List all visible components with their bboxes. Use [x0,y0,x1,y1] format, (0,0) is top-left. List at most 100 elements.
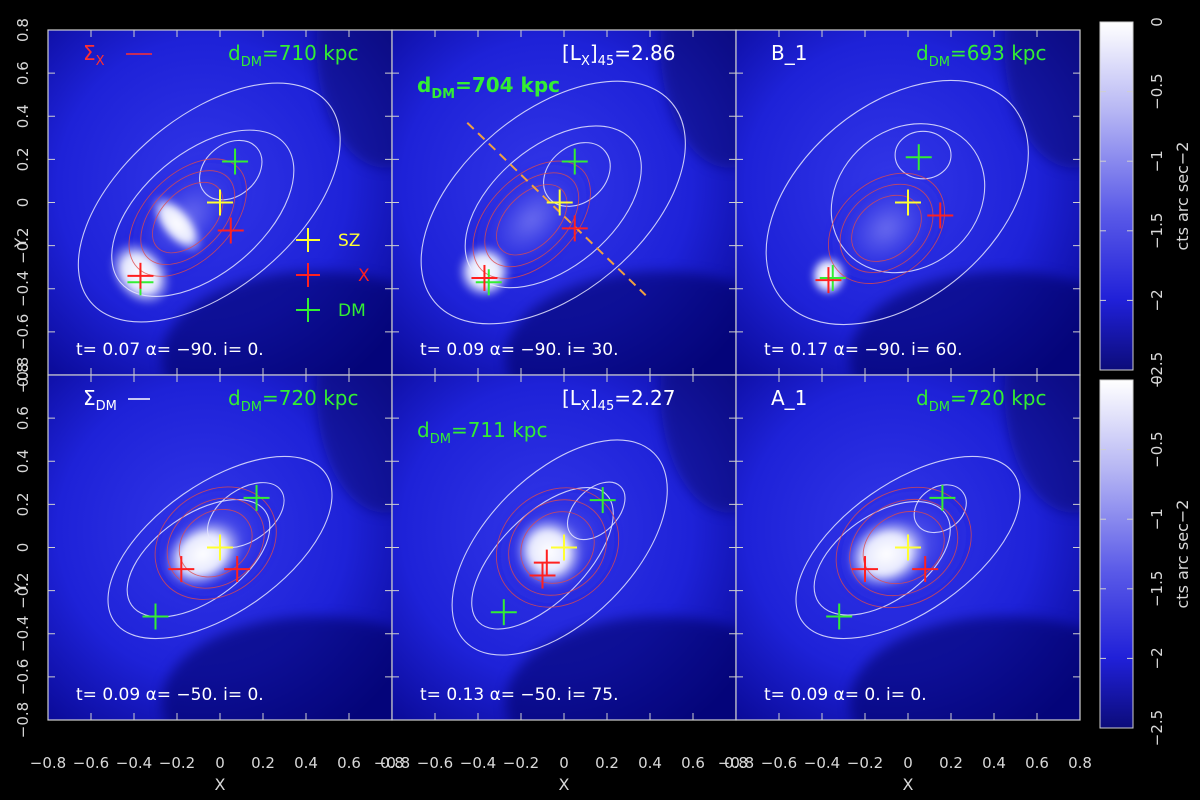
x-tick-label: 0.2 [939,754,963,772]
dm-contour [543,142,611,207]
dm-peak-marker [142,603,169,630]
dm-peak-marker [243,484,270,511]
x-tick-label: 0.6 [337,754,361,772]
dm-peak-marker [819,264,846,291]
x-tick-label: −0.8 [30,754,66,772]
x-tick-label: −0.8 [718,754,754,772]
colorbars: 0 −0.5 −1 −1.5 −2 −2.5 cts arc sec−2 0 −0.5 −1 −1.… [1099,17,1192,746]
dm-contour [830,123,986,274]
dm-contour [451,439,668,656]
x-peak-marker [815,267,842,294]
x-peak-marker [217,217,244,244]
panel-parameters: t= 0.17 α= −90. i= 60. [764,340,963,360]
dm-peak-marker [475,269,502,296]
dm-peak-marker [561,148,588,175]
x-axis-label: X [215,775,226,794]
y-tick-label: −0.6 [14,659,32,695]
x-contour [839,183,934,273]
y-tick-label: −0.2 [14,227,32,263]
y-tick-label: 0.6 [14,406,32,430]
dm-contour [111,129,295,297]
colorbar-tick-label: −2 [1148,647,1166,669]
x-peak-marker [224,556,251,583]
dm-contour [765,79,1029,326]
colorbar-1: 0 −0.5 −1 −1.5 −2 −2.5 cts arc sec−2 [1099,17,1192,388]
x-tick-label: −0.8 [374,754,410,772]
corner-label: [LX]45=2.86 [562,41,676,69]
x-contour [484,172,580,268]
colorbar-tick-label: −1 [1148,508,1166,530]
x-axis-label: X [903,775,914,794]
y-axis-label: Y [11,582,30,593]
colorbar-label: cts arc sec−2 [1173,142,1192,251]
y-tick-label: 0.8 [14,18,32,42]
y-tick-label: −0.6 [14,314,32,350]
dm-peak-marker [826,603,853,630]
y-tick-label: 0.2 [14,147,32,171]
y-tick-label: 0 [14,543,32,553]
colorbar-scale [1099,379,1134,729]
y-tick-label: 0.6 [14,61,32,85]
sz-peak-marker [207,534,233,561]
x-contour [849,498,959,597]
legend-label: DM [338,301,366,321]
x-tick-label: 0.8 [1068,754,1092,772]
colorbar-tick-label: −1.5 [1148,571,1166,607]
corner-label: B_1 [771,41,807,65]
colorbar-2: 0 −0.5 −1 −1.5 −2 −2.5 cts arc sec−2 [1099,375,1192,746]
panel-parameters: t= 0.07 α= −90. i= 0. [76,340,264,360]
y-tick-label: −0.4 [14,616,32,652]
colorbar-scale [1099,21,1134,371]
dm-peak-marker [222,148,249,175]
y-tick-label: −0.4 [14,271,32,307]
x-contour [128,158,247,277]
x-tick-label: 0.2 [251,754,275,772]
dashed-axis-line [466,121,647,296]
x-peak-marker [561,215,588,242]
x-tick-label: 0.2 [595,754,619,772]
x-contour [495,487,620,608]
dm-contour [126,499,271,618]
panel-parameters: t= 0.09 α= 0. i= 0. [764,685,927,705]
x-tick-label: 0.4 [638,754,662,772]
y-tick-label: 0.4 [14,449,32,473]
x-contour [140,170,236,266]
x-tick-label: −0.2 [503,754,539,772]
x-contour [508,499,607,596]
dm-peak-marker [905,144,932,171]
colorbar-label: cts arc sec−2 [1173,500,1192,609]
emission-core [150,193,204,255]
panel-parameters: t= 0.09 α= −90. i= 30. [420,340,619,360]
dm-contour [107,455,333,640]
emission-halo [828,173,945,284]
x-peak-marker [912,556,939,583]
y-tick-label: 0.2 [14,492,32,516]
dm-contour [894,130,952,180]
y-tick-label: −0.2 [14,572,32,608]
x-tick-label: 0.8 [380,754,404,772]
dm-contour [913,484,967,534]
dm-contour [420,80,686,325]
colorbar-tick-label: −1.5 [1148,213,1166,249]
dm-contour [813,500,951,616]
x-tick-label: 0.4 [294,754,318,772]
emission-core [513,515,584,588]
emission-halo [473,161,591,279]
dm-contour [77,82,341,323]
axes: −0.8 −0.6 −0.4 −0.2 0 0.2 0.4 0.6 0.8 X −0.8 −0.6 −0… [11,18,1092,794]
x-contour [472,160,591,279]
dm-contour [199,139,263,201]
x-peak-marker [471,264,498,291]
x-tick-label: 0.8 [724,754,748,772]
panel-parameters: t= 0.09 α= −50. i= 0. [76,685,264,705]
dm-contour [566,481,626,541]
x-tick-label: 0 [559,754,569,772]
legend: SZ X DM [296,228,370,322]
x-contour [835,486,972,609]
x-tick-label: −0.4 [460,754,496,772]
x-peak-marker [529,562,556,589]
x-peak-marker [852,556,878,583]
